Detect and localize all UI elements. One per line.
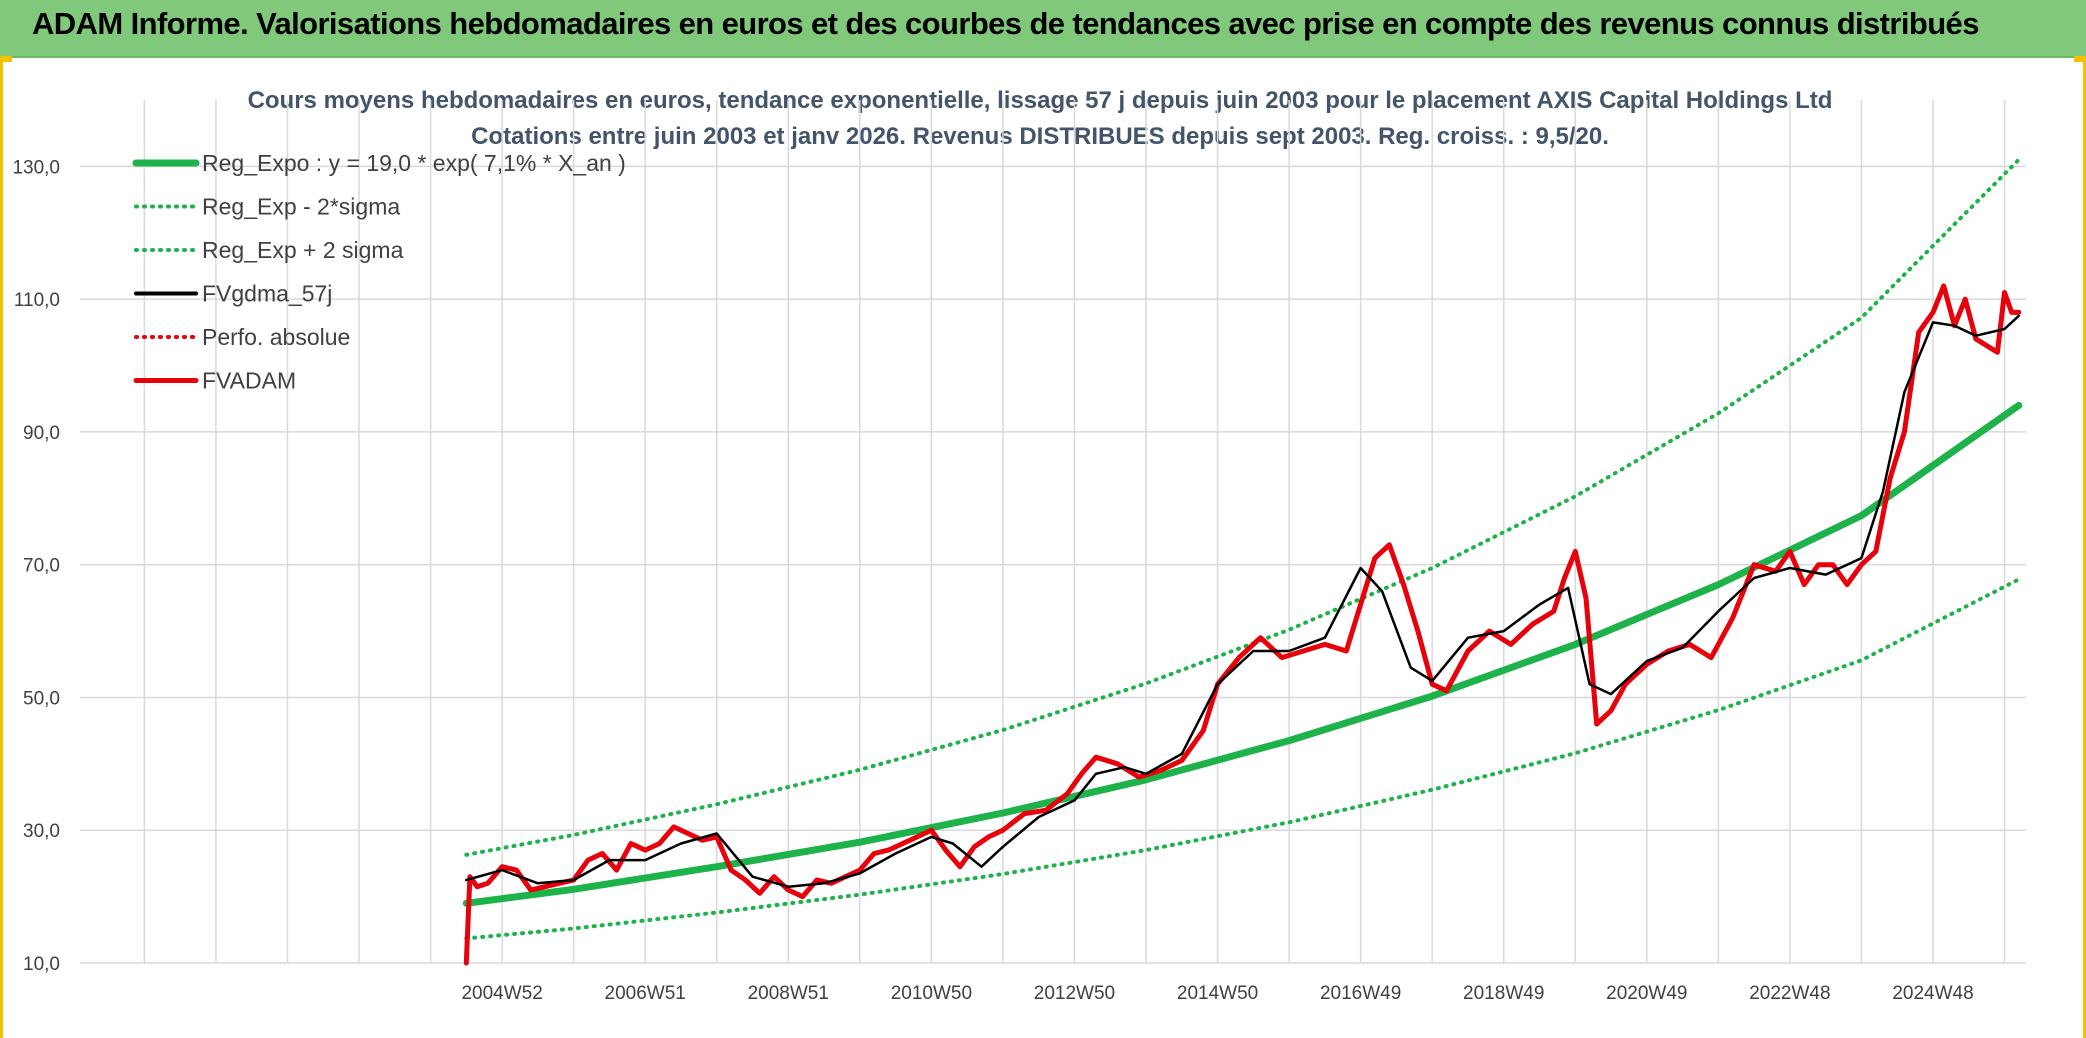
y-tick-label: 110,0 [14,290,60,311]
x-tick-label: 2024W48 [1892,983,1973,1004]
y-tick-label: 30,0 [23,821,60,842]
series-line-0 [462,401,2023,907]
legend-label: FVADAM [202,368,296,394]
x-tick-label: 2006W51 [605,983,686,1004]
legend-label: Reg_Expo : y = 19,0 * exp( 7,1% * X_an ) [202,150,626,176]
y-tick-label: 10,0 [23,954,60,975]
series-line-1 [464,577,2021,941]
y-tick-label: 70,0 [23,556,60,577]
legend: Reg_Expo : y = 19,0 * exp( 7,1% * X_an )… [132,150,626,394]
x-tick-label: 2014W50 [1177,983,1258,1004]
series-line-5 [463,283,2022,966]
chart-title: Cours moyens hebdomadaires en euros, ten… [248,87,1833,114]
grid-layer [80,100,2026,964]
header-bar: ADAM Informe. Valorisations hebdomadaire… [0,0,2086,62]
x-tick-label: 2022W48 [1749,983,1830,1004]
x-tick-label: 2008W51 [748,983,829,1004]
y-axis-tick-labels: 10,0 30,0 50,0 70,0 90,0 110,0 130,0 [12,157,60,975]
x-tick-label: 2004W52 [461,983,542,1004]
header-title: ADAM Informe. Valorisations hebdomadaire… [32,6,1979,41]
x-axis-tick-labels: 2004W52 2006W51 2008W51 2010W50 2012W50 2014W… [461,983,1973,1004]
y-tick-label: 90,0 [23,423,60,444]
legend-label: Reg_Exp + 2 sigma [202,237,404,263]
header-corner-left [0,56,12,62]
legend-label: Reg_Exp - 2*sigma [202,194,400,220]
x-tick-label: 2020W49 [1606,983,1687,1004]
x-tick-label: 2012W50 [1034,983,1115,1004]
x-tick-label: 2016W49 [1320,983,1401,1004]
x-tick-label: 2010W50 [891,983,972,1004]
series-line-3 [465,314,2021,888]
legend-label: FVgdma_57j [202,281,332,307]
series-line-2 [464,157,2021,857]
series-layer [462,157,2023,966]
header-corner-right [2074,56,2086,62]
x-tick-label: 2018W49 [1463,983,1544,1004]
y-tick-label: 130,0 [12,157,60,178]
legend-label: Perfo. absolue [202,324,350,350]
chart-frame [0,58,2086,1038]
y-tick-label: 50,0 [23,688,60,709]
chart: Cours moyens hebdomadaires en euros, ten… [12,87,2026,1004]
chart-subtitle: Cotations entre juin 2003 et janv 2026. … [471,123,1609,150]
